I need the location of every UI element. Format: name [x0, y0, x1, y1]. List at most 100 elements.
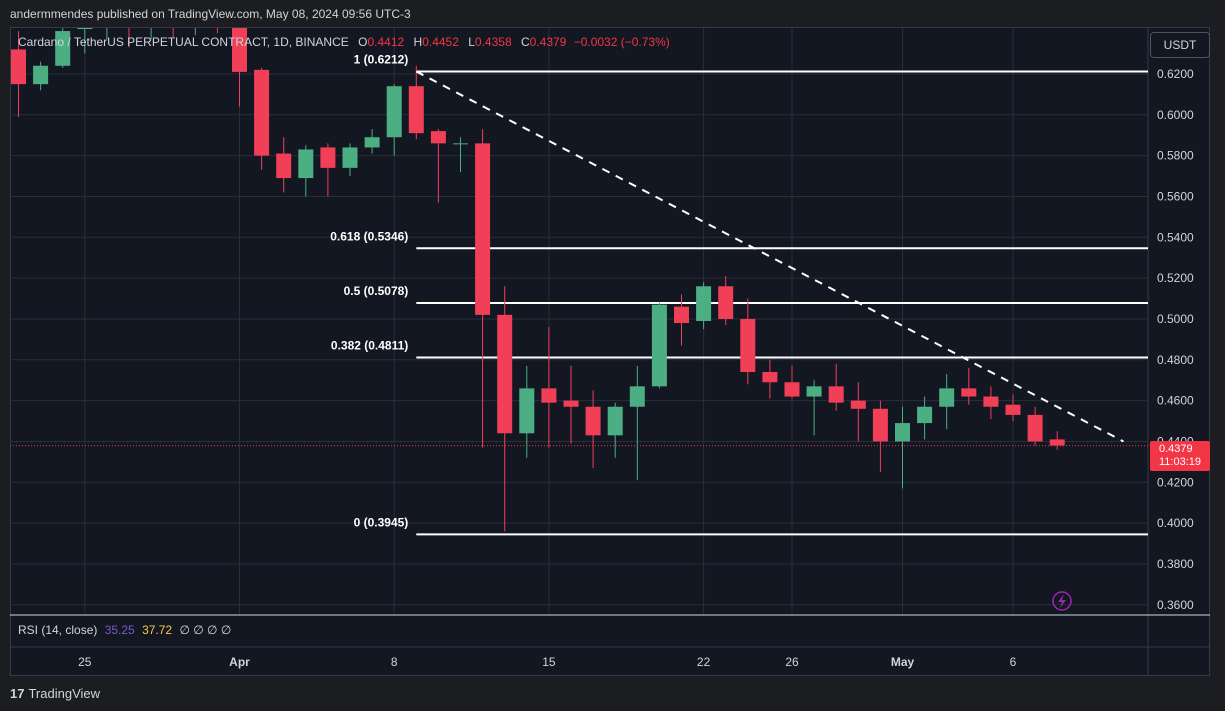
candle-body — [651, 304, 667, 387]
price-tick-label: 0.6200 — [1157, 67, 1194, 81]
price-tick-label: 0.3600 — [1157, 598, 1194, 612]
candle-body — [895, 423, 910, 442]
chart-extras — [10, 445, 1148, 611]
candle-body — [961, 388, 977, 397]
candle-body — [740, 318, 756, 373]
fib-level-label: 0.382 (0.4811) — [331, 339, 408, 353]
rsi-legend[interactable]: RSI (14, close) 35.25 37.72 ∅ ∅ ∅ ∅ — [18, 623, 231, 637]
candle-body — [806, 386, 822, 397]
price-tick-label: 0.4000 — [1157, 516, 1194, 530]
time-tick-label: 22 — [697, 655, 711, 669]
symbol-name: Cardano / TetherUS PERPETUAL CONTRACT, 1… — [18, 35, 349, 49]
candle-body — [917, 406, 933, 424]
rsi-label: RSI (14, close) — [18, 623, 98, 637]
candle-body — [718, 286, 734, 319]
candle-body — [475, 143, 491, 315]
brand-name: TradingView — [28, 686, 101, 701]
low-label: L — [468, 35, 475, 49]
close-value: 0.4379 — [529, 35, 567, 49]
price-tick-label: 0.5400 — [1157, 230, 1194, 244]
candle-body — [364, 137, 380, 148]
chart-grid — [10, 28, 1210, 676]
rsi-value-2: 37.72 — [142, 623, 173, 637]
candle-body — [188, 11, 203, 21]
price-tick-label: 0.4800 — [1157, 353, 1194, 367]
candle-body — [585, 406, 601, 436]
tradingview-brand[interactable]: 17 TradingView — [10, 686, 100, 701]
candle-body — [1049, 439, 1065, 446]
price-tick-label: 0.5800 — [1157, 149, 1194, 163]
candle-body — [99, 17, 114, 23]
tradingview-logo-icon: 17 — [10, 686, 25, 701]
time-tick-label: 26 — [785, 655, 799, 669]
candle-body — [674, 306, 689, 324]
candle-body — [276, 153, 292, 179]
trendline — [415, 70, 1124, 443]
candle-body — [519, 388, 535, 434]
price-axis: 0.36000.38000.40000.42000.44000.46000.48… — [1157, 67, 1194, 612]
time-tick-label: May — [891, 655, 915, 669]
candle-body — [1005, 404, 1021, 415]
high-value: 0.4452 — [422, 35, 459, 49]
time-tick-label: 8 — [391, 655, 398, 669]
candle-body — [210, 11, 225, 27]
time-tick-label: Apr — [229, 655, 250, 669]
fib-level-label: 0.5 (0.5078) — [344, 284, 409, 298]
candle-body — [232, 28, 247, 72]
last-price-badge: 0.4379 11:03:19 — [1150, 441, 1210, 471]
candle-body — [408, 86, 424, 134]
candle-body — [386, 86, 402, 138]
open-value: 0.4412 — [367, 35, 405, 49]
candle-body — [983, 396, 999, 407]
high-label: H — [413, 35, 423, 49]
candle-body — [541, 388, 557, 403]
candle-body — [254, 69, 270, 156]
candle-body — [1027, 414, 1043, 442]
fib-level-label: 0.618 (0.5346) — [330, 229, 408, 243]
candle-body — [939, 388, 955, 407]
price-tick-label: 0.5200 — [1157, 271, 1194, 285]
time-tick-label: 15 — [542, 655, 556, 669]
fib-level-label: 1 (0.6212) — [354, 52, 409, 66]
candle-body — [453, 143, 468, 145]
chart-frame — [10, 27, 1210, 676]
time-tick-label: 6 — [1010, 655, 1017, 669]
price-tick-label: 0.4200 — [1157, 475, 1194, 489]
last-price: 0.4379 — [1159, 443, 1193, 455]
candle-body — [563, 400, 579, 407]
candle-body — [629, 386, 645, 407]
time-tick-label: 25 — [78, 655, 92, 669]
fib-level-label: 0 (0.3945) — [354, 515, 409, 529]
price-tick-label: 0.5000 — [1157, 312, 1194, 326]
rsi-value-1: 35.25 — [104, 623, 135, 637]
candle-body — [762, 372, 778, 383]
candle-body — [144, 15, 159, 27]
candle-body — [298, 149, 314, 179]
candle-body — [696, 286, 712, 321]
candlestick-series — [11, 11, 1065, 532]
candle-body — [122, 17, 137, 27]
candle-body — [872, 408, 888, 442]
rsi-placeholders: ∅ ∅ ∅ ∅ — [179, 623, 232, 637]
price-tick-label: 0.6000 — [1157, 108, 1194, 122]
candle-body — [828, 386, 844, 403]
change-value: −0.0032 (−0.73%) — [573, 35, 670, 49]
low-value: 0.4358 — [474, 35, 512, 49]
price-tick-label: 0.5600 — [1157, 189, 1194, 203]
open-label: O — [358, 35, 368, 49]
candle-body — [850, 400, 866, 409]
candle-body — [33, 65, 49, 85]
currency-button[interactable]: USDT — [1150, 32, 1210, 58]
symbol-legend: Cardano / TetherUS PERPETUAL CONTRACT, 1… — [18, 35, 670, 49]
close-label: C — [520, 35, 530, 49]
lightning-icon — [1052, 591, 1072, 611]
candle-body — [607, 406, 623, 436]
candle-body — [497, 314, 513, 434]
candle-body — [430, 131, 446, 144]
bar-countdown: 11:03:19 — [1159, 456, 1202, 468]
candle-body — [11, 49, 26, 85]
candle-body — [320, 147, 336, 168]
publisher-line: andermmendes published on TradingView.co… — [10, 7, 411, 21]
candle-body — [77, 28, 93, 30]
